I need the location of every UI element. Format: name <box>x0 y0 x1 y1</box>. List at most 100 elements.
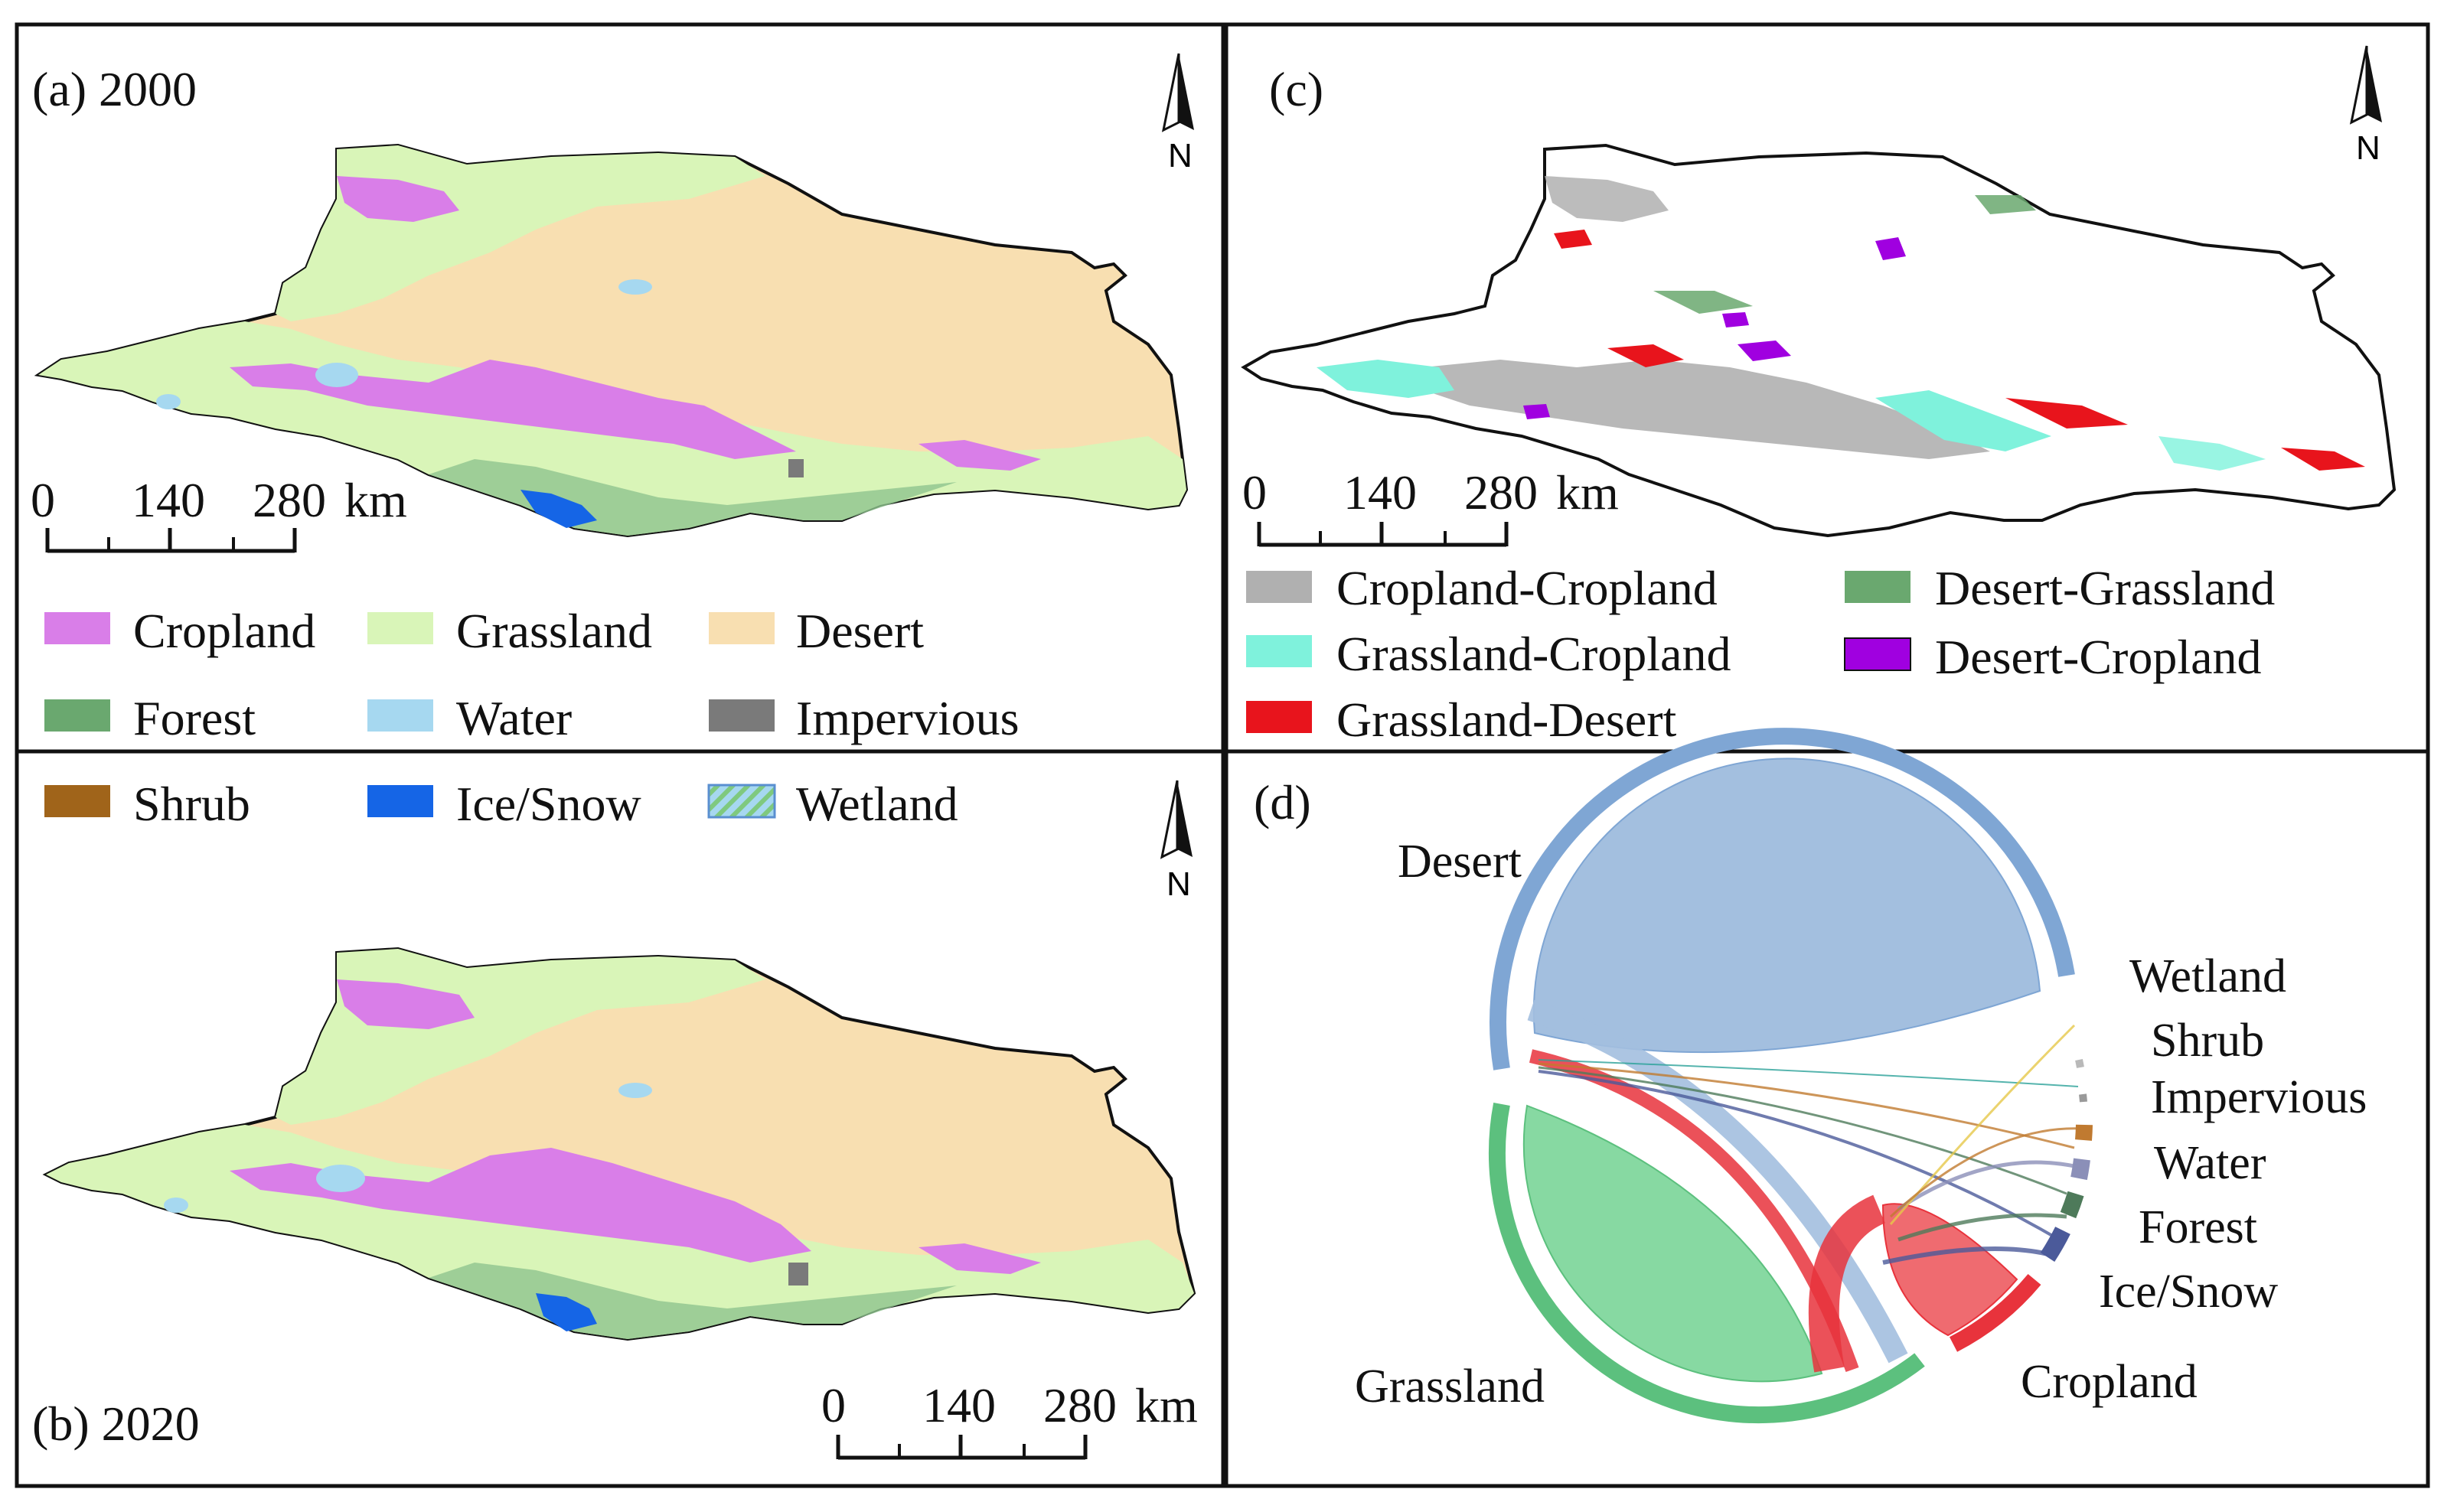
scale-unit-b: km <box>1135 1378 1198 1432</box>
transition-map <box>1241 143 2397 538</box>
scale-unit-a: km <box>344 473 407 527</box>
water-2020-a <box>316 1165 365 1192</box>
scale-tick-280-b: 280 <box>1043 1378 1117 1432</box>
impervious-2020 <box>788 1263 808 1286</box>
legend-swatch-wetland <box>707 784 776 819</box>
grassland-desert-patch-d <box>1554 230 1592 249</box>
legend-label-grassland: Grassland <box>456 604 652 658</box>
legend-swatch-ice-snow <box>367 785 433 817</box>
region-outline-transition <box>1241 143 2397 538</box>
scale-bar-a: 0 140 280 km <box>31 473 407 553</box>
panel-d-label: (d) <box>1254 775 1311 829</box>
chord-ribbon-thin-4 <box>1538 1059 2079 1087</box>
legend-swatch-water <box>367 699 433 732</box>
legend-label-cropland: Cropland <box>133 604 315 658</box>
chord-arc-grassland <box>1488 1102 1925 1424</box>
legend-label-ice-snow: Ice/Snow <box>456 777 641 831</box>
chord-label-cropland: Cropland <box>2021 1356 2198 1408</box>
chord-ribbon-thin-5 <box>1897 1160 2079 1211</box>
cropland-2020-north <box>337 979 475 1029</box>
chord-ribbon-thin-2 <box>1538 1066 2067 1195</box>
water-2020-c <box>618 1083 652 1098</box>
north-label-a: N <box>1168 137 1193 174</box>
grassland-cropland-patch-far-east <box>2158 436 2266 471</box>
north-arrow-b: N <box>1160 780 1193 903</box>
legend-swatch-grassland <box>367 612 433 644</box>
cropland-2020-center <box>230 1148 811 1263</box>
legend-swatch-desert-grassland <box>1845 571 1910 603</box>
legend-label-desert: Desert <box>796 604 924 658</box>
chord-label-forest: Forest <box>2139 1201 2257 1253</box>
legend-swatch-cropland-cropland <box>1246 571 1312 603</box>
scale-tick-140-b: 140 <box>922 1378 996 1432</box>
scale-tick-0-a: 0 <box>31 473 55 527</box>
panel-d-frame <box>1221 749 2430 1488</box>
legend-swatch-shrub <box>44 785 110 817</box>
legend-swatch-cropland <box>44 612 110 644</box>
chord-ribbon-thin-3 <box>1538 1070 2061 1241</box>
north-arrow-a: N <box>1161 53 1194 174</box>
ice-snow-2020 <box>536 1293 597 1331</box>
grassland-desert-patch-b <box>2005 398 2128 429</box>
legend-swatch-desert <box>709 612 775 644</box>
legend-label-desert-grassland: Desert-Grassland <box>1935 561 2275 615</box>
desert-grassland-patch-a <box>1653 291 1753 314</box>
chord-ribbon-grassland-self <box>1522 1104 1823 1383</box>
cropland-2000-east <box>919 440 1041 471</box>
cropland-2000-center <box>230 360 796 459</box>
legend-label-grassland-cropland: Grassland-Cropland <box>1336 627 1731 681</box>
grassland-desert-patch-c <box>2281 448 2365 471</box>
chord-label-desert: Desert <box>1398 836 1522 888</box>
desert-cropland-patch-c <box>1722 312 1749 327</box>
legend-label-impervious: Impervious <box>796 691 1020 745</box>
legend-swatch-desert-cropland <box>1844 637 1911 671</box>
chord-arc-desert <box>1490 728 2075 1070</box>
chord-ribbon-thin-7 <box>1897 1213 2067 1242</box>
chord-arc-ice-snow <box>2040 1227 2070 1263</box>
panel-a-label: (a) 2000 <box>32 62 197 116</box>
cropland-2000-north <box>337 176 459 222</box>
chord-ribbon-thin-9 <box>1889 1127 2083 1218</box>
chord-label-water: Water <box>2154 1137 2266 1189</box>
cropland-cropland-patch-north <box>1545 176 1669 222</box>
desert-cropland-patch-a <box>1738 341 1791 361</box>
legend-swatch-grassland-desert <box>1246 701 1312 733</box>
chord-arc-cropland <box>1949 1273 2041 1352</box>
chord-diagram <box>1488 728 2093 1424</box>
chord-label-grassland: Grassland <box>1355 1360 1545 1413</box>
scale-bar-b: 0 140 280 km <box>821 1378 1198 1460</box>
water-2000-c <box>618 279 652 295</box>
legend-swatch-forest <box>44 699 110 732</box>
scale-tick-280-a: 280 <box>253 473 326 527</box>
scale-tick-0-c: 0 <box>1242 465 1267 520</box>
north-arrow-c: N <box>2349 45 2382 167</box>
north-label-b: N <box>1167 865 1191 903</box>
water-2020-b <box>164 1198 188 1213</box>
desert-cropland-patch-d <box>1523 404 1550 419</box>
legend-label-cropland-cropland: Cropland-Cropland <box>1336 561 1718 615</box>
legend-label-forest: Forest <box>133 691 256 745</box>
water-2000-a <box>315 363 358 387</box>
cropland-cropland-patch-center <box>1424 360 1990 459</box>
scale-unit-c: km <box>1556 465 1619 520</box>
legend-swatch-grassland-cropland <box>1246 635 1312 667</box>
ice-snow-2000 <box>520 490 597 528</box>
chord-arc-wetland <box>2075 1058 2084 1068</box>
north-label-c: N <box>2356 129 2380 167</box>
legend-label-shrub: Shrub <box>133 777 250 831</box>
legend-label-wetland: Wetland <box>796 777 958 831</box>
scale-bar-c: 0 140 280 km <box>1242 465 1619 547</box>
chord-arc-impervious <box>2075 1124 2093 1141</box>
water-2000-b <box>156 394 181 409</box>
panel-b-frame <box>15 749 1229 1488</box>
map-2020 <box>42 947 1196 1341</box>
chord-ribbon-thin-1 <box>1538 1062 2075 1149</box>
scale-tick-140-a: 140 <box>132 473 205 527</box>
chord-ribbon-desert-grassland <box>1527 999 1908 1364</box>
land-cover-legend: Cropland Grassland Desert Forest Water I… <box>44 604 1020 831</box>
desert-grassland-patch-b <box>1975 195 2036 214</box>
chord-arc-water <box>2070 1158 2090 1181</box>
panel-b-label: (b) 2020 <box>32 1396 200 1451</box>
chord-ribbon-thin-8 <box>1882 1246 2052 1265</box>
